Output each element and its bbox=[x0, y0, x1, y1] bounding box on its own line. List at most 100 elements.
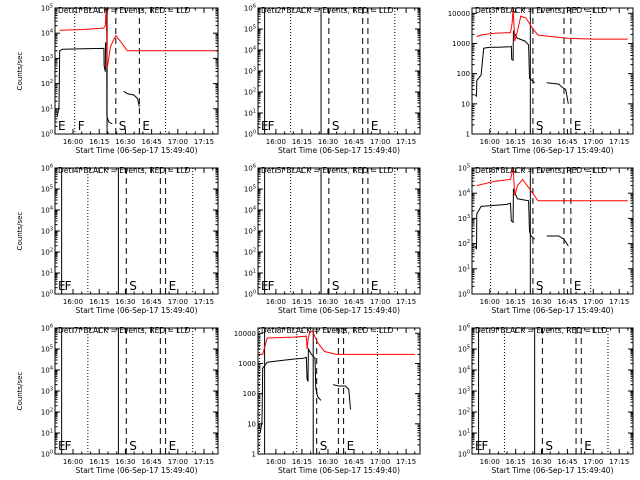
x-tick-label: 16:15 bbox=[506, 298, 526, 306]
marker-label: S bbox=[129, 439, 137, 453]
marker-label: S bbox=[536, 119, 544, 133]
series-lld-line bbox=[476, 167, 628, 202]
x-axis-label: Start Time (06-Sep-17 15:49:40) bbox=[278, 466, 400, 475]
y-tick-label: 106 bbox=[41, 324, 53, 333]
x-tick-label: 17:15 bbox=[609, 138, 629, 146]
x-tick-label: 16:45 bbox=[344, 138, 364, 146]
x-tick-label: 16:00 bbox=[480, 298, 500, 306]
panel-title: Det 3f BLACK = Events, RED = LLD bbox=[475, 6, 608, 15]
y-tick-label: 1 bbox=[466, 131, 470, 139]
detector-panel-4: EFSE10010110210310410510616:0016:1516:30… bbox=[16, 164, 219, 315]
marker-label: S bbox=[332, 279, 340, 293]
plot-frame bbox=[54, 327, 219, 455]
y-tick-label: 104 bbox=[41, 206, 53, 215]
y-axis-label: Counts/sec bbox=[16, 212, 24, 251]
x-tick-label: 16:00 bbox=[266, 298, 286, 306]
detector-panel-3: S E 1 10 100 1000 10000 16:00 16:15 16:30 16:45 17:… bbox=[448, 6, 634, 155]
marker-label: E bbox=[169, 279, 177, 293]
y-tick-label: 1000 bbox=[452, 40, 470, 48]
y-tick-label: 101 bbox=[244, 109, 256, 118]
x-tick-label: 17:00 bbox=[168, 298, 188, 306]
series-events-line bbox=[259, 347, 351, 433]
x-tick-label: 16:30 bbox=[318, 298, 338, 306]
marker-label: E bbox=[574, 279, 582, 293]
series-events-line bbox=[474, 29, 569, 104]
y-tick-label: 101 bbox=[244, 269, 256, 278]
y-tick-label: 10000 bbox=[448, 10, 470, 18]
x-axis-label: Start Time (06-Sep-17 15:49:40) bbox=[76, 306, 198, 315]
x-tick-label: 16:15 bbox=[89, 458, 109, 466]
y-tick-label: 105 bbox=[41, 345, 53, 354]
marker-label: E bbox=[169, 439, 177, 453]
y-tick-label: 100 bbox=[41, 450, 53, 459]
y-tick-label: 101 bbox=[41, 269, 53, 278]
x-tick-label: 17:15 bbox=[609, 458, 629, 466]
marker-label: F bbox=[482, 439, 489, 453]
x-tick-label: 16:45 bbox=[344, 458, 364, 466]
x-tick-label: 16:00 bbox=[266, 458, 286, 466]
series-lld-line bbox=[476, 7, 628, 42]
panel-title: Det 6f BLACK = Events, RED = LLD bbox=[475, 166, 608, 175]
x-tick-label: 17:00 bbox=[168, 458, 188, 466]
y-tick-label: 100 bbox=[458, 290, 470, 299]
y-tick-label: 102 bbox=[41, 248, 53, 257]
marker-label: E bbox=[58, 119, 66, 133]
y-tick-label: 103 bbox=[41, 227, 53, 236]
y-tick-label: 104 bbox=[244, 46, 256, 55]
detector-panel-2: EFSE10010110210310410510616:0016:1516:30… bbox=[244, 4, 421, 155]
y-tick-label: 100 bbox=[244, 290, 256, 299]
x-tick-label: 17:00 bbox=[370, 298, 390, 306]
x-tick-label: 16:15 bbox=[506, 458, 526, 466]
y-tick-label: 103 bbox=[41, 54, 53, 63]
x-axis-label: Start Time (06-Sep-17 15:49:40) bbox=[492, 306, 614, 315]
marker-label: S bbox=[545, 439, 553, 453]
x-tick-label: 17:00 bbox=[370, 458, 390, 466]
x-tick-label: 16:15 bbox=[506, 138, 526, 146]
plot-frame bbox=[257, 167, 421, 295]
x-tick-label: 16:00 bbox=[480, 138, 500, 146]
plot-frame bbox=[471, 167, 634, 295]
x-tick-label: 16:30 bbox=[115, 458, 135, 466]
detector-panel-5: EFSE10010110210310410510616:0016:1516:30… bbox=[244, 164, 421, 315]
marker-label: S bbox=[332, 119, 340, 133]
x-tick-label: 16:45 bbox=[142, 138, 162, 146]
y-tick-label: 1 bbox=[252, 451, 256, 459]
x-tick-label: 16:45 bbox=[557, 298, 577, 306]
x-tick-label: 16:45 bbox=[142, 458, 162, 466]
x-tick-label: 16:15 bbox=[292, 138, 312, 146]
y-tick-label: 103 bbox=[41, 387, 53, 396]
panel-title: Det 7f BLACK = Events, RED = LLD bbox=[58, 326, 191, 335]
y-tick-label: 100 bbox=[457, 70, 470, 78]
x-axis-label: Start Time (06-Sep-17 15:49:40) bbox=[492, 146, 614, 155]
series-events-line bbox=[474, 188, 569, 250]
y-axis-label: Counts/sec bbox=[16, 52, 24, 91]
x-tick-label: 17:00 bbox=[370, 138, 390, 146]
x-tick-label: 16:45 bbox=[557, 138, 577, 146]
detector-panel-7: EFSE10010110210310410510616:0016:1516:30… bbox=[16, 324, 219, 475]
y-tick-label: 1000 bbox=[238, 360, 256, 368]
y-tick-label: 104 bbox=[458, 366, 470, 375]
x-tick-label: 16:30 bbox=[318, 458, 338, 466]
y-tick-label: 106 bbox=[244, 164, 256, 173]
plot-frame bbox=[257, 7, 421, 135]
panel-title: Det 2f BLACK = Events, RED = LLD bbox=[261, 6, 394, 15]
panel-title: Det 5f BLACK = Events, RED = LLD bbox=[261, 166, 394, 175]
y-tick-label: 105 bbox=[458, 164, 470, 173]
detector-panel-6: S E 100 101 102 103 104 105 16:00 16:15 16:30 16:45… bbox=[458, 164, 634, 315]
x-tick-label: 16:15 bbox=[292, 458, 312, 466]
x-tick-label: 17:00 bbox=[583, 458, 603, 466]
x-tick-label: 17:00 bbox=[583, 298, 603, 306]
x-tick-label: 16:30 bbox=[531, 458, 551, 466]
marker-label: S bbox=[320, 439, 328, 453]
y-tick-label: 100 bbox=[244, 130, 256, 139]
marker-label: F bbox=[268, 279, 275, 293]
y-tick-label: 102 bbox=[244, 248, 256, 257]
x-tick-label: 17:15 bbox=[194, 298, 214, 306]
y-tick-label: 105 bbox=[244, 185, 256, 194]
marker-label: F bbox=[65, 279, 72, 293]
x-tick-label: 17:15 bbox=[194, 458, 214, 466]
x-tick-label: 16:00 bbox=[63, 458, 83, 466]
x-axis-label: Start Time (06-Sep-17 15:49:40) bbox=[76, 146, 198, 155]
y-axis-label: Counts/sec bbox=[16, 372, 24, 411]
